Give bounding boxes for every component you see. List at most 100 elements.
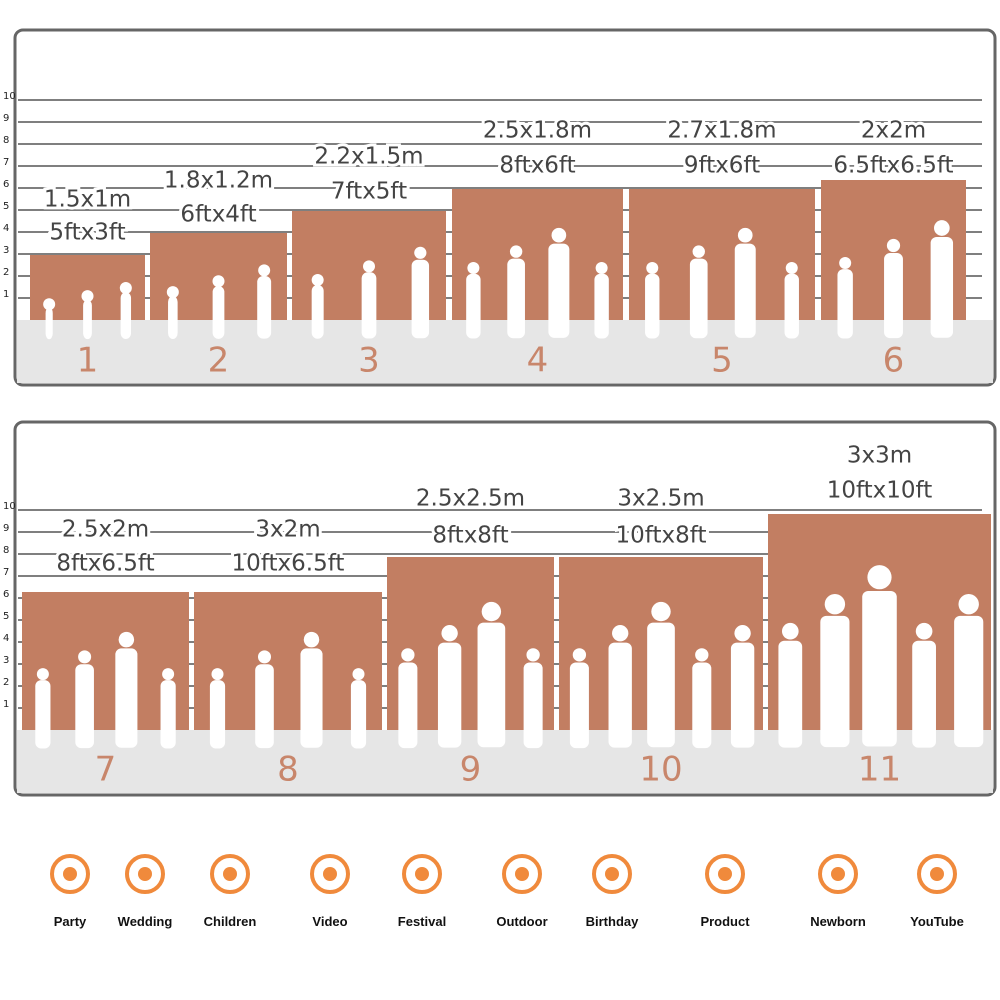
silhouette	[507, 258, 525, 339]
scale-label: 10	[3, 501, 16, 512]
silhouette	[645, 273, 660, 339]
use-label: Children	[204, 914, 257, 929]
silhouette	[311, 274, 324, 287]
size-imperial: 8ftx8ft	[432, 523, 508, 549]
silhouette	[466, 273, 481, 339]
silhouette	[785, 261, 798, 274]
silhouette	[958, 593, 979, 615]
use-icon	[718, 867, 732, 881]
size-imperial: 6ftx4ft	[180, 202, 256, 228]
silhouette	[311, 284, 324, 339]
silhouette	[692, 662, 712, 749]
size-metric: 2.5x1.8m	[483, 118, 592, 144]
floor	[17, 320, 993, 383]
use-icon	[310, 854, 350, 894]
silhouette	[83, 299, 92, 340]
silhouette	[912, 640, 936, 748]
silhouette	[437, 642, 462, 748]
silhouette	[160, 680, 176, 749]
size-imperial: 10ftx6.5ft	[232, 551, 345, 577]
silhouette	[257, 275, 272, 339]
size-metric: 2x2m	[861, 118, 926, 144]
use-label: Video	[312, 914, 347, 929]
silhouette	[737, 227, 753, 243]
silhouette	[162, 668, 175, 681]
scale-label: 1	[3, 289, 9, 300]
scale-label: 1	[3, 699, 9, 710]
use-label: Outdoor	[496, 914, 547, 929]
use-icon	[705, 854, 745, 894]
silhouette	[646, 261, 659, 274]
use-icon	[592, 854, 632, 894]
silhouette	[212, 285, 225, 339]
silhouette	[352, 668, 365, 681]
silhouette	[608, 642, 632, 748]
silhouette	[954, 615, 984, 748]
silhouette	[572, 648, 587, 662]
size-imperial: 10ftx8ft	[616, 523, 707, 549]
silhouette	[212, 275, 225, 288]
use-icon	[917, 854, 957, 894]
silhouette	[867, 565, 892, 590]
size-metric: 2.5x2m	[62, 517, 149, 543]
use-icon	[402, 854, 442, 894]
use-icon	[125, 854, 165, 894]
silhouette	[211, 668, 224, 681]
size-number: 9	[460, 750, 482, 790]
silhouette	[361, 272, 377, 339]
silhouette	[886, 238, 901, 253]
scale-label: 5	[3, 201, 9, 212]
silhouette	[595, 261, 608, 274]
size-metric: 3x2m	[255, 517, 320, 543]
scale-label: 8	[3, 545, 9, 556]
scale-label: 7	[3, 157, 9, 168]
silhouette	[257, 650, 272, 664]
silhouette	[884, 253, 903, 339]
silhouette	[551, 227, 567, 243]
silhouette	[692, 245, 705, 258]
size-metric: 3x2.5m	[617, 486, 704, 512]
scale-label: 4	[3, 223, 9, 234]
silhouette	[401, 648, 415, 662]
silhouette	[467, 261, 480, 274]
size-number: 1	[77, 341, 99, 381]
silhouette	[258, 264, 271, 277]
size-imperial: 9ftx6ft	[684, 153, 760, 179]
use-icon	[515, 867, 529, 881]
size-number: 5	[711, 341, 733, 381]
silhouette	[255, 664, 274, 749]
silhouette	[569, 662, 589, 749]
use-icon	[415, 867, 429, 881]
size-number: 8	[277, 750, 299, 790]
size-metric: 2.7x1.8m	[667, 118, 776, 144]
size-number: 11	[858, 750, 901, 790]
silhouette	[548, 243, 570, 338]
silhouette	[363, 260, 375, 273]
size-metric: 2.5x2.5m	[416, 486, 525, 512]
silhouette	[477, 622, 506, 748]
scale-label: 5	[3, 611, 9, 622]
use-label: Wedding	[118, 914, 173, 929]
use-icon	[831, 867, 845, 881]
silhouette	[647, 622, 675, 748]
scale-label: 9	[3, 113, 9, 124]
silhouette	[523, 662, 543, 749]
size-number: 2	[208, 341, 230, 381]
size-number: 4	[527, 341, 549, 381]
silhouette	[414, 246, 427, 259]
silhouette	[120, 292, 132, 339]
silhouette	[695, 648, 709, 662]
silhouette	[781, 622, 799, 640]
size-imperial: 7ftx5ft	[331, 179, 407, 205]
size-metric: 1.5x1m	[44, 187, 131, 213]
use-label: Festival	[398, 914, 446, 929]
size-imperial: 8ftx6.5ft	[56, 551, 154, 577]
silhouette	[411, 259, 430, 339]
silhouette	[43, 298, 56, 311]
silhouette	[862, 591, 897, 747]
size-number: 3	[358, 341, 380, 381]
silhouette	[441, 625, 458, 642]
scale-label: 2	[3, 677, 9, 688]
use-label: Party	[54, 914, 87, 929]
